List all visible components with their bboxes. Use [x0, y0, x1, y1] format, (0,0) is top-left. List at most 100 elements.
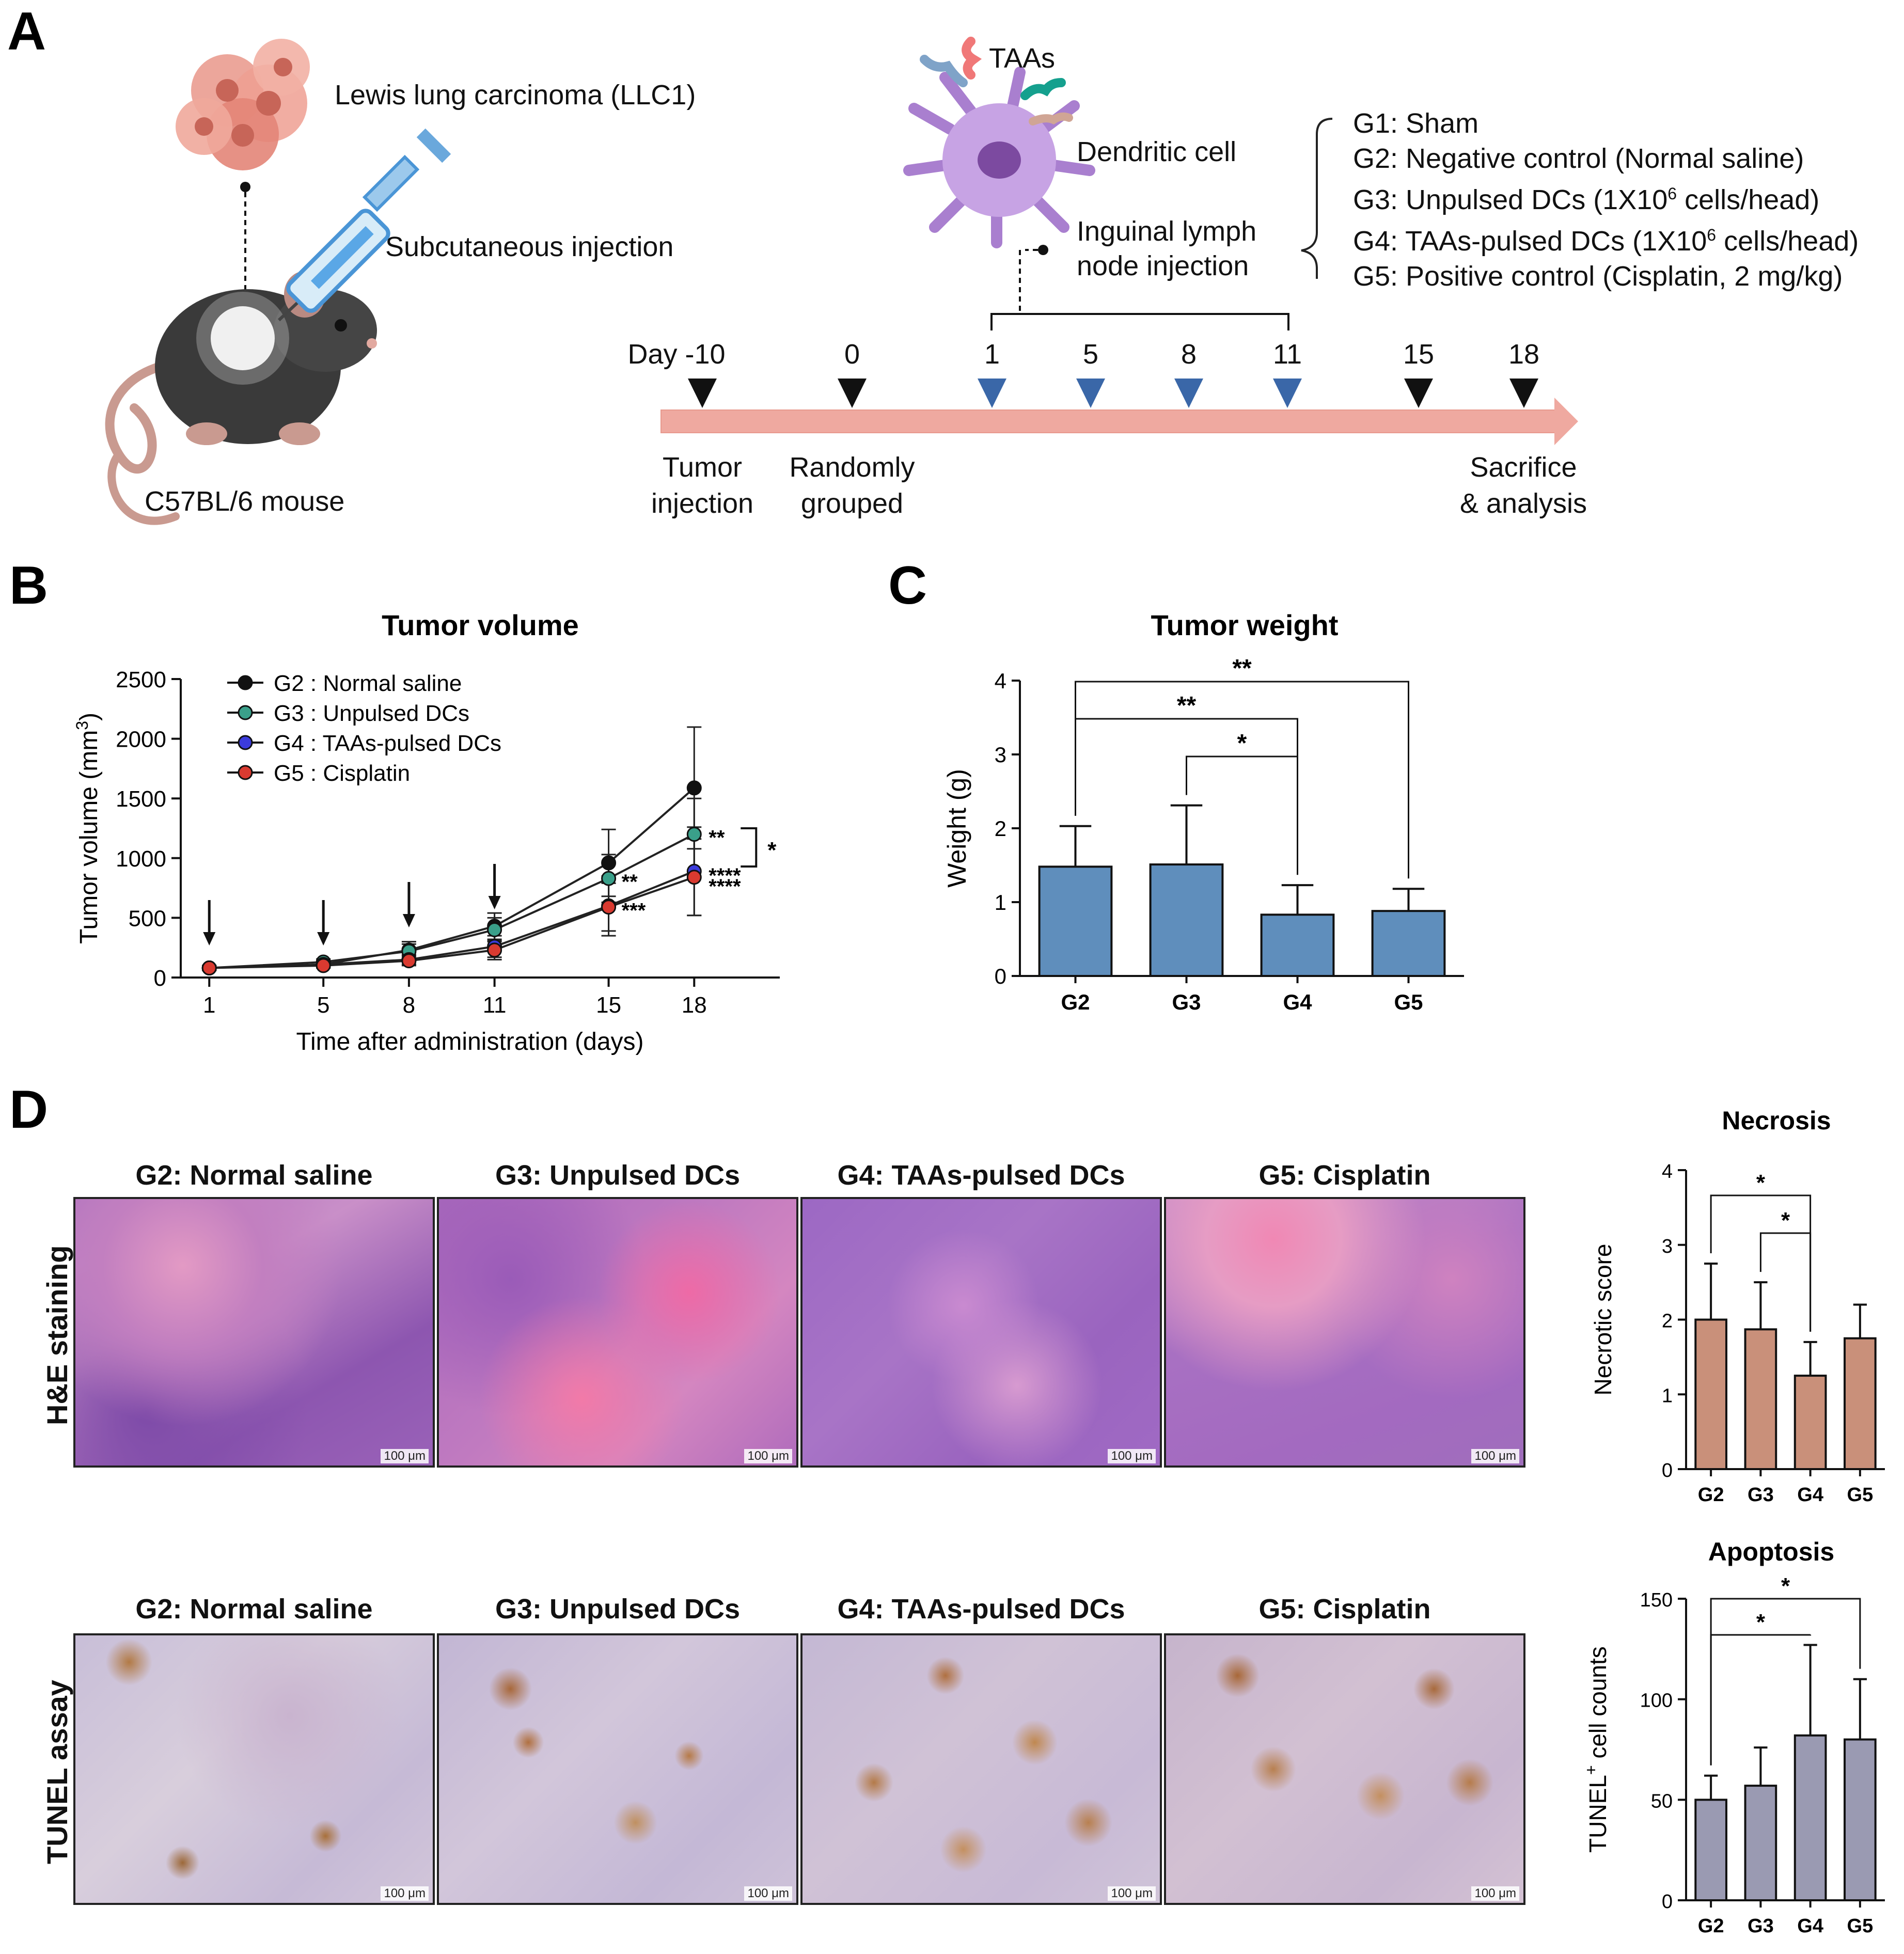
significance-marker: ***: [622, 900, 646, 922]
bar: [1793, 1375, 1827, 1470]
x-tick-label: 8: [403, 992, 415, 1018]
x-tick-label: 5: [317, 992, 329, 1018]
timeline-day-label: 0: [844, 339, 860, 370]
y-tick-label: 1500: [116, 786, 166, 812]
significance-marker: *: [1781, 1573, 1790, 1599]
y-tick-label: 0: [995, 964, 1006, 988]
data-point: [316, 958, 331, 973]
randomly-grouped-label: Randomly grouped: [789, 452, 915, 519]
mouse-label: C57BL/6 mouse: [145, 486, 345, 517]
timeline-day-label: Day -10: [627, 339, 726, 370]
x-tick-label: G4: [1797, 1484, 1823, 1506]
chart-title: Tumor volume: [382, 609, 579, 641]
significance-marker: **: [1177, 692, 1197, 719]
significance-marker: **: [709, 827, 725, 849]
tunel-image-g5: 100 μm: [1164, 1633, 1525, 1905]
significance-marker: *: [1781, 1208, 1790, 1233]
tunel-title-g3: G3: Unpulsed DCs: [495, 1594, 741, 1625]
scale-bar-label: 100 μm: [744, 1886, 792, 1901]
bar: [1744, 1328, 1777, 1470]
bar: [1694, 1318, 1727, 1470]
apoptosis-chart: Apoptosis 0 50 100 150 TUNEL+ cell counts G2 G3…: [1582, 1537, 1885, 1937]
chart-title: Tumor weight: [1151, 609, 1339, 641]
legend-label: G5 : Cisplatin: [274, 761, 410, 786]
significance-marker: *: [1237, 730, 1247, 757]
timeline-day-label: 18: [1508, 339, 1540, 370]
scale-bar-label: 100 μm: [1471, 1449, 1519, 1463]
x-tick-label: G3: [1172, 990, 1201, 1014]
x-tick-label: G2: [1698, 1915, 1724, 1937]
y-tick-label: 150: [1640, 1589, 1673, 1611]
legend-label: G3 : Unpulsed DCs: [274, 701, 469, 726]
scale-bar-label: 100 μm: [744, 1449, 792, 1463]
schematic-illustration: [105, 37, 1578, 525]
data-point: [686, 870, 702, 885]
he-title-g5: G5: Cisplatin: [1258, 1160, 1431, 1191]
x-tick-label: 1: [203, 992, 215, 1018]
x-tick-label: G4: [1283, 990, 1312, 1014]
y-axis-label: Tumor volume (mm3): [73, 713, 103, 944]
legend-marker: [238, 705, 253, 720]
tumor-cell-cluster-icon: [176, 39, 310, 170]
sacrifice-label: Sacrifice & analysis: [1459, 452, 1587, 519]
data-point: [601, 855, 617, 871]
group-item: G3: Unpulsed DCs (1X106 cells/head): [1353, 184, 1820, 215]
y-tick-label: 1: [1662, 1385, 1673, 1407]
y-tick-label: 3: [995, 743, 1006, 767]
y-axis-label: TUNEL+ cell counts: [1582, 1646, 1611, 1853]
y-tick-label: 1000: [116, 846, 166, 872]
data-point: [686, 780, 702, 796]
taa-molecules-icon: [920, 37, 1073, 125]
x-axis-label: Time after administration (days): [296, 1028, 643, 1055]
y-tick-label: 4: [1662, 1161, 1673, 1183]
y-tick-label: 2000: [116, 727, 166, 752]
injection-arrow-head: [402, 914, 415, 927]
tunel-title-g2: G2: Normal saline: [135, 1594, 373, 1625]
group-item: G2: Negative control (Normal saline): [1353, 143, 1804, 174]
data-point: [686, 827, 702, 842]
significance-bracket: [1759, 1232, 1812, 1332]
chart-title: Necrosis: [1722, 1106, 1831, 1135]
bar: [1844, 1337, 1877, 1470]
tunel-title-g4: G4: TAAs-pulsed DCs: [837, 1594, 1125, 1625]
significance-marker: ****: [709, 875, 741, 898]
y-tick-label: 500: [129, 906, 166, 931]
timeline-day-label: 8: [1181, 339, 1197, 370]
significance-marker: **: [622, 871, 638, 893]
panel-label-b: B: [9, 556, 49, 616]
scale-bar-label: 100 μm: [1471, 1886, 1519, 1901]
y-tick-label: 4: [995, 669, 1006, 693]
tumor-injection-label: Tumor injection: [651, 452, 754, 519]
bar: [1694, 1799, 1727, 1901]
injection-arrow-head: [317, 932, 330, 946]
data-point: [401, 953, 417, 969]
chart-title: Apoptosis: [1708, 1537, 1834, 1566]
data-point: [601, 900, 617, 915]
panel-label-a: A: [7, 2, 46, 61]
y-tick-label: 100: [1640, 1690, 1673, 1712]
he-title-g4: G4: TAAs-pulsed DCs: [837, 1160, 1125, 1191]
x-tick-label: G2: [1698, 1484, 1724, 1506]
group-item: G5: Positive control (Cisplatin, 2 mg/kg…: [1353, 261, 1843, 292]
panel-label-d: D: [9, 1080, 49, 1140]
bar: [1260, 913, 1335, 977]
y-tick-label: 3: [1662, 1236, 1673, 1257]
x-tick-label: G5: [1847, 1915, 1874, 1937]
scale-bar-label: 100 μm: [381, 1449, 429, 1463]
dendritic-cell-icon: [903, 67, 1095, 248]
necrosis-chart: Necrosis 0 1 2 3 4 Necrotic score G2 G3 G4 G5 * *: [1590, 1106, 1885, 1506]
y-tick-label: 0: [1662, 1891, 1673, 1913]
timeline-day-label: 5: [1082, 339, 1099, 370]
y-tick-label: 2: [1662, 1311, 1673, 1332]
y-tick-label: 50: [1651, 1790, 1673, 1812]
significance-bracket: [1075, 681, 1409, 879]
inguinal-label-line1: Inguinal lymph: [1077, 216, 1257, 247]
he-title-g2: G2: Normal saline: [135, 1160, 373, 1191]
significance-marker: **: [1232, 655, 1252, 682]
significance-marker: ****: [709, 864, 741, 887]
scale-bar-label: 100 μm: [1108, 1449, 1156, 1463]
group-item: G1: Sham: [1353, 108, 1479, 139]
syringe-icon: [277, 128, 451, 322]
